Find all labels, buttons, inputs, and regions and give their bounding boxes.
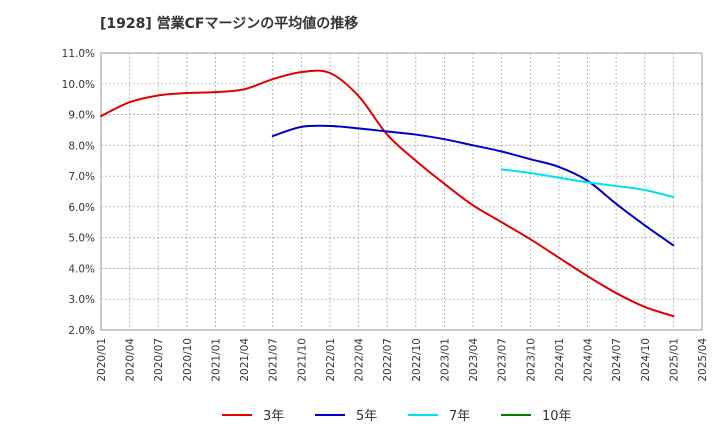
x-tick-label: 2024/04 [583, 338, 595, 382]
x-tick-label: 2022/04 [354, 338, 366, 382]
x-tick-label: 2022/01 [325, 338, 337, 382]
legend: 3年 5年 7年 10年 [222, 409, 572, 424]
series-lines [100, 69, 675, 318]
x-tick-label: 2020/10 [182, 338, 194, 382]
x-tick-label: 2022/10 [411, 338, 423, 382]
x-tick-label: 2023/01 [439, 338, 451, 382]
y-tick-label: 8.0% [68, 140, 95, 152]
y-tick-label: 10.0% [62, 79, 95, 91]
y-tick-label: 2.0% [68, 325, 95, 337]
series-line-3年 [100, 69, 675, 318]
y-tick-label: 4.0% [68, 263, 95, 275]
x-tick-label: 2020/04 [125, 338, 137, 382]
y-tick-label: 11.0% [62, 48, 95, 60]
y-tick-label: 9.0% [68, 110, 95, 122]
y-axis-tick-labels: 2.0% 3.0% 4.0% 5.0% 6.0% 7.0% 8.0% 9.0% 10.0% 11.… [62, 48, 95, 337]
x-tick-label: 2022/07 [382, 338, 394, 382]
x-tick-label: 2020/07 [153, 338, 165, 382]
x-tick-label: 2021/04 [239, 338, 251, 382]
y-tick-label: 6.0% [68, 202, 95, 214]
x-tick-label: 2024/10 [640, 338, 652, 382]
x-tick-label: 2025/04 [697, 338, 709, 382]
series-line-7年 [500, 168, 675, 199]
chart-title: [1928] 営業CFマージンの平均値の推移 [100, 16, 359, 32]
x-tick-label: 2021/01 [210, 338, 222, 382]
x-tick-label: 2025/01 [668, 338, 680, 382]
x-tick-label: 2023/04 [468, 338, 480, 382]
x-tick-label: 2021/07 [268, 338, 280, 382]
y-tick-label: 5.0% [68, 233, 95, 245]
x-tick-label: 2023/10 [525, 338, 537, 382]
x-tick-label: 2021/10 [296, 338, 308, 382]
legend-label: 3年 [263, 409, 284, 424]
series-line-5年 [271, 124, 675, 247]
y-tick-label: 7.0% [68, 171, 95, 183]
grid-layer [101, 53, 702, 330]
x-tick-label: 2024/07 [611, 338, 623, 382]
x-tick-label: 2023/07 [497, 338, 509, 382]
x-tick-label: 2024/01 [554, 338, 566, 382]
legend-label: 5年 [356, 409, 377, 424]
legend-label: 10年 [542, 409, 572, 424]
plot-area-frame [100, 52, 703, 331]
x-axis-tick-labels: 2020/01 2020/04 2020/07 2020/10 2021/01 2021/… [96, 338, 709, 382]
x-tick-label: 2020/01 [96, 338, 108, 382]
legend-label: 7年 [449, 409, 470, 424]
y-tick-label: 3.0% [68, 294, 95, 306]
